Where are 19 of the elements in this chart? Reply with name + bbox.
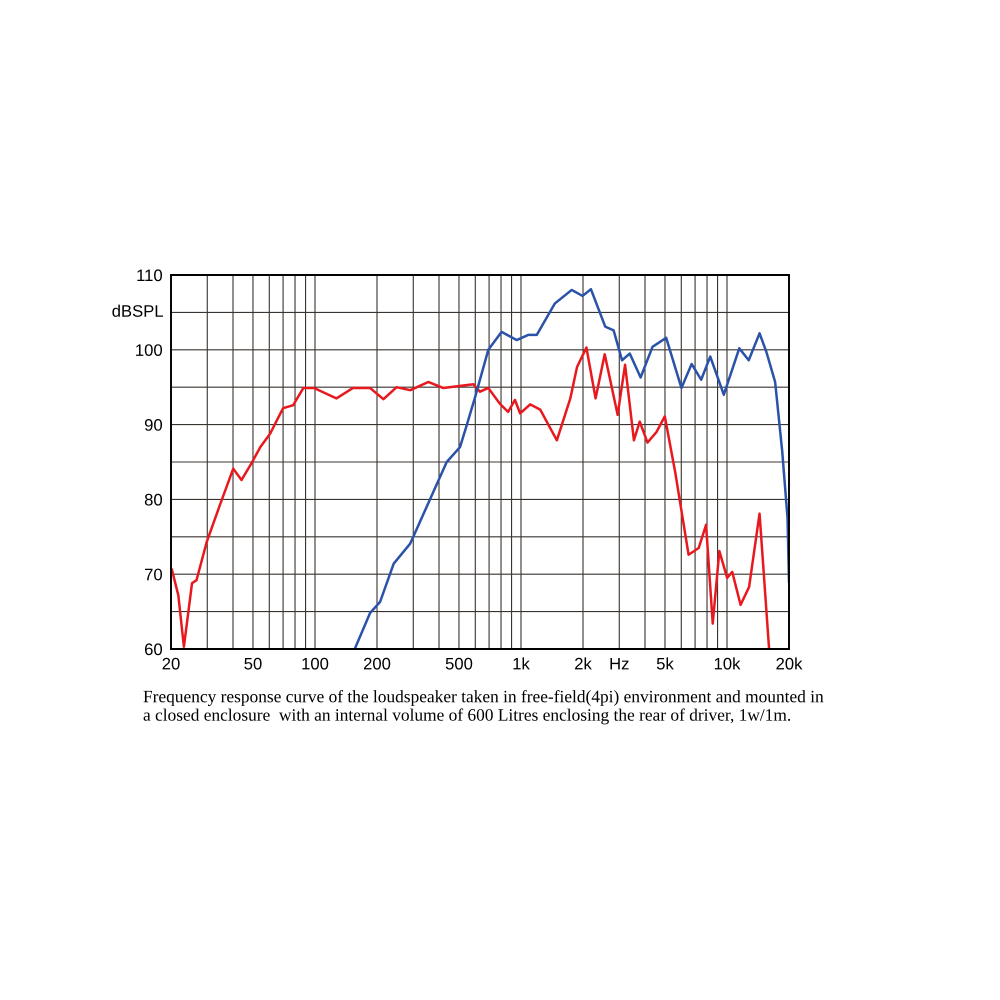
- y-tick-label: 100: [136, 344, 162, 356]
- x-tick-label: 20: [162, 658, 180, 670]
- y-tick-label: 80: [144, 494, 162, 506]
- y-tick-label: 90: [144, 419, 162, 431]
- y-tick-label: 60: [144, 643, 162, 656]
- x-tick-label: 2k: [575, 657, 592, 670]
- x-tick-label: 100: [302, 658, 328, 670]
- y-tick-label: 110: [137, 269, 162, 282]
- x-tick-label: 200: [364, 658, 390, 670]
- x-tick-label: 5k: [656, 657, 674, 670]
- x-tick-label: 500: [446, 658, 472, 670]
- x-tick-label: 1k: [513, 657, 530, 670]
- x-tick-label: Hz: [610, 658, 629, 670]
- x-tick-label: 50: [244, 658, 262, 670]
- y-tick-label: 70: [144, 568, 162, 580]
- x-tick-label: 20k: [776, 657, 802, 670]
- y-axis-title: dBSPL: [112, 304, 164, 317]
- x-tick-label: 10k: [714, 657, 740, 670]
- text: Frequency response curve of the loudspeaker taken in free-field(4pi) environment and mounted in a closed enclosure with an internal volume of 600 Litres enclosing the rear of driver, 1w/1m.: [144, 690, 824, 724]
